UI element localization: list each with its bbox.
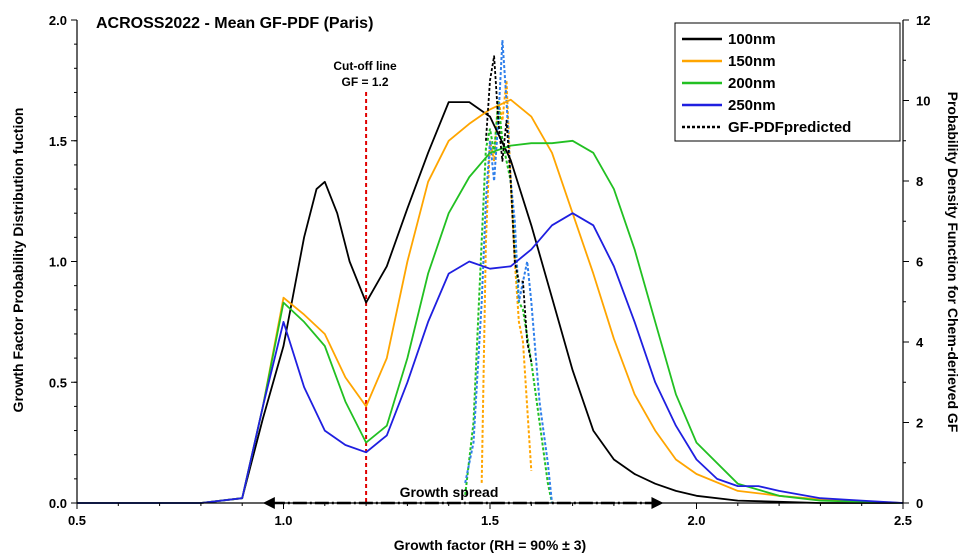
cutoff-label-1: Cut-off line [333, 59, 397, 73]
y-tick-label: 0.0 [49, 496, 67, 511]
predicted-dotted-line-2 [464, 100, 553, 504]
y-tick-label: 1.0 [49, 255, 67, 270]
legend-label-250nm: 250nm [728, 97, 776, 114]
series-line-250nm [77, 212, 904, 504]
series-line-100nm [77, 101, 903, 504]
arrow-right-icon [651, 497, 664, 509]
y2-tick-label: 10 [916, 94, 930, 109]
y-axis-left: 0.0 0.5 1.0 1.5 2.0 [49, 13, 77, 511]
y2-tick-label: 6 [916, 255, 923, 270]
y-axis-right: 0 2 4 6 8 10 12 [903, 13, 930, 511]
y2-axis-title: Probability Density Function for Chem-de… [945, 92, 960, 433]
growth-spread-label: Growth spread [400, 484, 499, 500]
series-line-200nm [77, 139, 904, 504]
x-tick-label: 1.0 [274, 513, 292, 528]
y-tick-label: 2.0 [49, 13, 67, 28]
y2-tick-label: 0 [916, 496, 923, 511]
series-layer [77, 40, 904, 504]
growth-spread-arrow [262, 497, 664, 509]
series-line-150nm [77, 98, 904, 504]
y2-tick-label: 8 [916, 174, 923, 189]
x-tick-label: 1.5 [481, 513, 499, 528]
chart-title: ACROSS2022 - Mean GF-PDF (Paris) [96, 15, 373, 32]
y-tick-label: 1.5 [49, 134, 67, 149]
x-tick-label: 2.0 [687, 513, 705, 528]
legend-label-100nm: 100nm [728, 31, 776, 48]
y-tick-label: 0.5 [49, 375, 67, 390]
predicted-dotted-line-3 [464, 40, 553, 504]
y2-tick-label: 12 [916, 13, 930, 28]
series-line-gf-pdfpredicted [485, 55, 533, 363]
x-tick-label: 0.5 [68, 513, 86, 528]
arrow-left-icon [262, 497, 275, 509]
legend: 100nm 150nm 200nm 250nm GF-PDFpredicted [674, 22, 901, 142]
y2-tick-label: 4 [916, 335, 924, 350]
legend-label-200nm: 200nm [728, 75, 776, 92]
x-tick-label: 2.5 [894, 513, 912, 528]
legend-label-150nm: 150nm [728, 53, 776, 70]
cutoff-label-2: GF = 1.2 [341, 75, 388, 89]
y-axis-title: Growth Factor Probability Distribution f… [10, 108, 26, 413]
x-axis: 0.5 1.0 1.5 2.0 2.5 [68, 503, 912, 528]
y2-tick-label: 2 [916, 416, 923, 431]
legend-label-gf-pdfpredicted: GF-PDFpredicted [728, 119, 851, 136]
x-axis-title: Growth factor (RH = 90% ± 3) [394, 537, 586, 553]
